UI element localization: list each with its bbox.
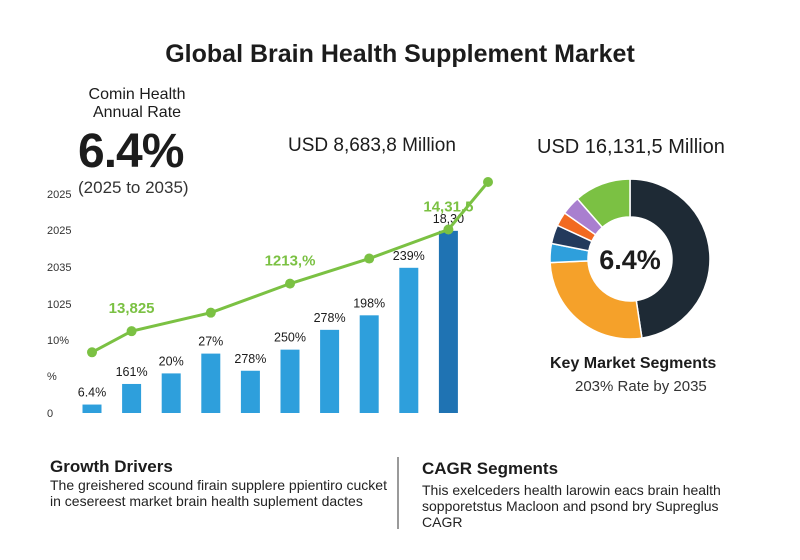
y-tick-label: % — [47, 371, 57, 383]
section-divider — [397, 457, 399, 529]
bar — [359, 315, 379, 413]
line-point — [285, 278, 295, 289]
cagr-period: (2025 to 2035) — [78, 178, 189, 197]
donut-slice — [576, 178, 631, 229]
cagr-label-line1: Comin Health — [88, 86, 186, 103]
cagr-segments-title: CAGR Segments — [422, 459, 559, 478]
segments-title: Key Market Segments — [550, 355, 717, 372]
bar — [438, 230, 458, 413]
bar-line-chart: 0% 10% 1025 2035 2025 2025 6.4% 161% 20% 27% 278% 2… — [47, 177, 493, 420]
line-label: 14,31,5 — [423, 199, 473, 216]
bar — [161, 373, 181, 413]
y-tick-label: 2025 — [47, 225, 71, 237]
bar — [240, 370, 260, 413]
line-point — [205, 307, 216, 318]
cagr-segments-text: This exelceders health larowin eacs brai… — [422, 482, 721, 530]
line-point — [443, 224, 454, 235]
bar-label: 161% — [116, 365, 148, 379]
bar-label: 278% — [314, 311, 346, 325]
bar — [201, 353, 221, 413]
bar — [280, 349, 300, 413]
bar — [320, 329, 340, 413]
bar-label: 250% — [274, 331, 306, 345]
cagr-value: 6.4% — [78, 125, 184, 178]
line-point — [126, 326, 137, 337]
line-point — [483, 177, 493, 187]
market-value-2035: USD 16,131,5 Million — [537, 136, 725, 158]
y-tick-label: 10% — [47, 335, 69, 347]
cagr-label: Comin Health Annual Rate — [72, 86, 202, 122]
line-label: 1213,% — [265, 253, 316, 270]
bar — [399, 267, 419, 413]
donut-center-label: 6.4% — [599, 245, 661, 275]
y-tick-label: 1025 — [47, 299, 71, 311]
line-label: 13,825 — [109, 300, 155, 317]
bar — [82, 404, 102, 413]
bar-label: 20% — [159, 354, 184, 368]
segments-subtitle: 203% Rate by 2035 — [575, 378, 707, 395]
y-tick-label: 2025 — [47, 189, 71, 201]
y-tick-label: 2035 — [47, 262, 71, 274]
donut-slice — [629, 178, 711, 339]
bar-label: 27% — [198, 335, 223, 349]
line-point — [87, 347, 97, 358]
market-value-2025: USD 8,683,8 Million — [288, 135, 456, 156]
bar-label: 239% — [393, 249, 425, 263]
bar-label: 198% — [353, 296, 385, 310]
bar-label: 278% — [234, 352, 266, 366]
y-tick-label: 0 — [47, 408, 53, 420]
line-point — [364, 253, 375, 264]
growth-drivers-text: The greishered scound firain supplere pp… — [50, 477, 387, 509]
page-title: Global Brain Health Supplement Market — [165, 40, 635, 68]
donut-chart: 6.4% — [549, 178, 711, 340]
bar — [122, 383, 142, 413]
cagr-label-line2: Annual Rate — [92, 104, 182, 121]
growth-drivers-title: Growth Drivers — [50, 457, 173, 476]
bar-label: 6.4% — [78, 386, 107, 400]
